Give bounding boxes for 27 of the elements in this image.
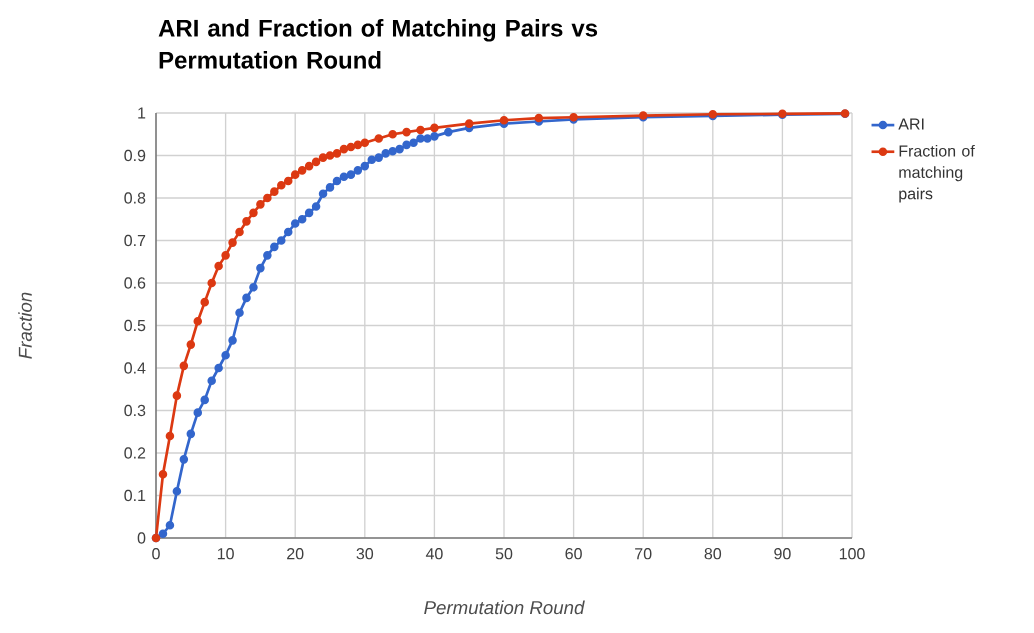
x-tick-label: 80: [704, 548, 722, 560]
y-tick-label: 0.1: [124, 489, 146, 502]
chart-title: ARI and Fraction of Matching Pairs vs Permutation Round: [158, 19, 598, 69]
y-tick-label: 0.4: [124, 362, 146, 374]
y-tick-label: 0.7: [124, 234, 146, 247]
y-tick-label: 0.8: [124, 192, 146, 204]
y-tick-label: 0.6: [124, 277, 146, 289]
y-tick-label: 0.5: [124, 319, 146, 332]
x-tick-label: 90: [774, 548, 791, 560]
x-tick-label: 0: [152, 548, 160, 560]
x-tick-label: 60: [565, 548, 582, 560]
x-tick-label: 20: [287, 548, 304, 560]
y-tick-label: 1: [138, 107, 146, 119]
y-axis-title: Fraction: [18, 292, 32, 359]
y-tick-label: 0.9: [124, 149, 146, 162]
x-axis-title: Permutation Round: [424, 600, 585, 615]
legend-label: ARI: [898, 118, 924, 130]
y-tick-label: 0.2: [124, 447, 146, 459]
x-tick-label: 10: [217, 548, 234, 560]
y-tick-label: 0.3: [124, 404, 146, 417]
y-tick-label: 0: [137, 532, 146, 544]
x-tick-label: 100: [839, 548, 865, 560]
x-tick-label: 70: [635, 548, 652, 560]
x-tick-label: 50: [495, 548, 513, 560]
x-tick-label: 40: [425, 548, 443, 560]
legend-label: Fraction of matching pairs: [899, 144, 975, 203]
x-tick-label: 30: [356, 548, 374, 560]
